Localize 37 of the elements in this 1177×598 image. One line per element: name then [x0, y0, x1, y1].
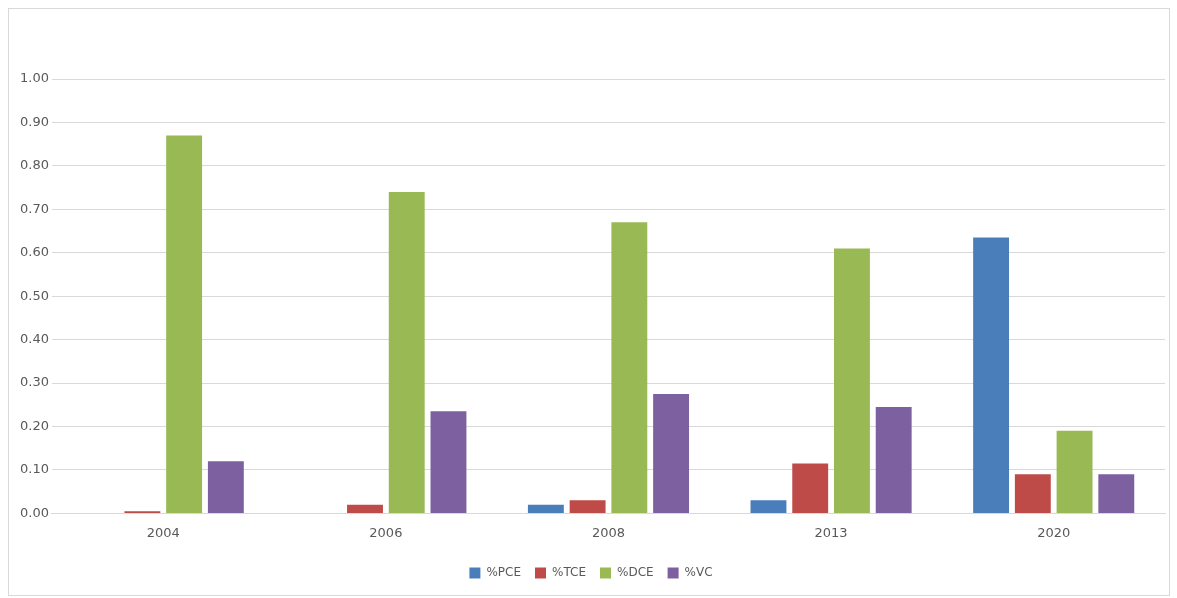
y-tick-label: 0.80 [19, 157, 49, 173]
bar [388, 191, 425, 513]
bar [347, 504, 383, 513]
y-tick-label: 0.10 [19, 461, 49, 477]
bar [207, 461, 244, 513]
y-tick-label: 0.50 [19, 287, 49, 303]
legend-label: %VC [684, 565, 713, 580]
bar [875, 406, 912, 513]
x-tick-label: 2020 [1037, 524, 1071, 540]
x-tick-label: 2013 [814, 524, 848, 540]
bar [430, 411, 467, 513]
bar [1056, 430, 1093, 513]
y-tick-label: 0.60 [19, 244, 49, 260]
bar [611, 222, 648, 513]
bar [166, 135, 203, 513]
y-tick-label: 0.30 [19, 374, 49, 390]
x-tick-label: 2008 [591, 524, 626, 540]
legend-label: %DCE [617, 565, 654, 580]
legend-label: %PCE [486, 565, 522, 580]
y-tick-label: 0.20 [19, 417, 49, 433]
bar [973, 237, 1010, 513]
bar [792, 463, 829, 513]
bar [750, 500, 787, 513]
bar [1014, 474, 1051, 513]
legend-label: %TCE [552, 565, 587, 580]
y-tick-label: 0.70 [19, 200, 49, 216]
y-tick-label: 0.90 [19, 113, 49, 129]
bar [527, 504, 564, 513]
y-tick-label: 0.40 [19, 331, 49, 347]
x-tick-label: 2004 [146, 524, 180, 540]
y-tick-label: 1.00 [19, 70, 49, 86]
bar [569, 500, 606, 513]
bar [653, 393, 690, 513]
bar [834, 248, 870, 513]
y-tick-label: 0.00 [19, 504, 49, 520]
bar [1098, 474, 1135, 513]
x-tick-label: 2006 [369, 524, 403, 540]
